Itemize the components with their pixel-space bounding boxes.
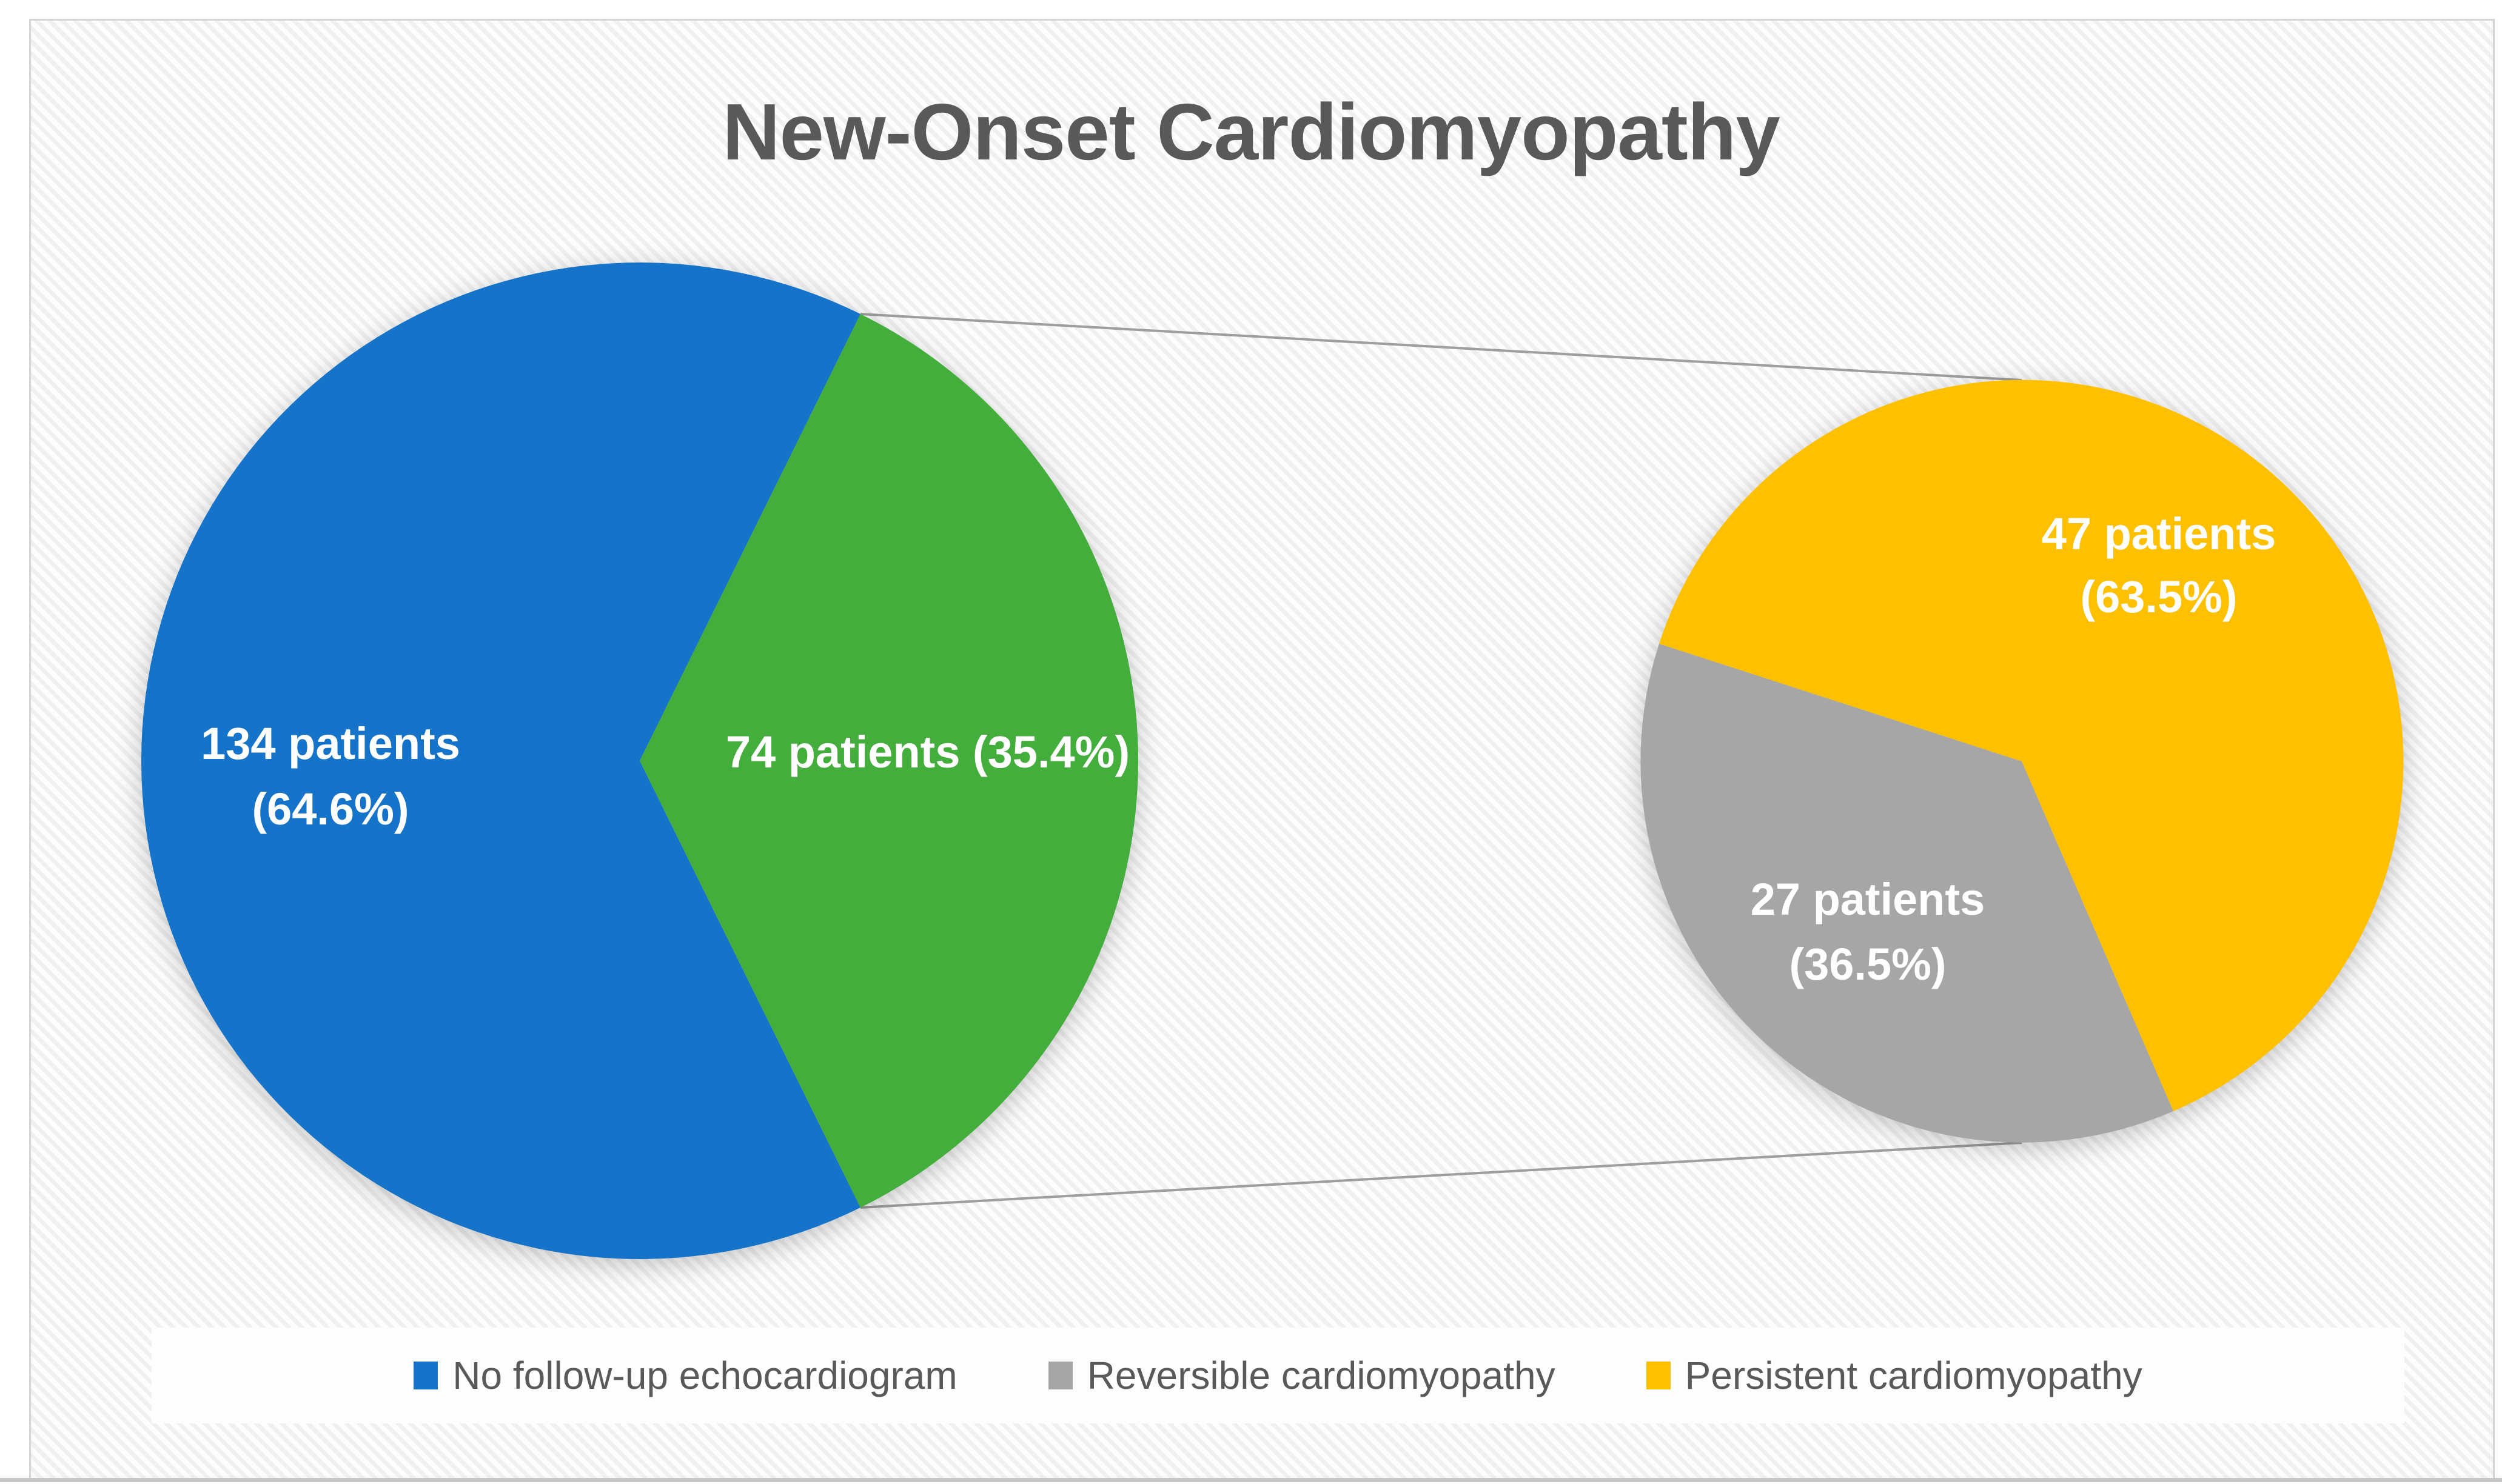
legend: No follow-up echocardiogram Reversible c… <box>152 1328 2404 1423</box>
data-label: (64.6%) <box>252 784 409 834</box>
primary-pie <box>141 262 1138 1259</box>
connector-line-top <box>860 313 2022 381</box>
legend-item-reversible: Reversible cardiomyopathy <box>1048 1353 1555 1398</box>
legend-item-label: Persistent cardiomyopathy <box>1685 1354 2142 1397</box>
data-label: 47 patients <box>2042 509 2276 559</box>
legend-item-no-followup: No follow-up echocardiogram <box>414 1353 958 1398</box>
legend-item-persistent: Persistent cardiomyopathy <box>1646 1353 2142 1398</box>
data-label: 27 patients <box>1751 874 1985 924</box>
legend-item-label: No follow-up echocardiogram <box>452 1354 958 1397</box>
legend-color-swatch <box>414 1362 438 1389</box>
secondary-slice-persistent <box>1659 379 2404 1112</box>
connector-line-bottom <box>860 1141 2022 1209</box>
data-label: 134 patients <box>201 718 460 769</box>
primary-slice-breakdown <box>640 314 1138 1208</box>
primary-slice-no-followup <box>141 262 860 1259</box>
data-label: (36.5%) <box>1789 939 1946 989</box>
secondary-pie <box>1640 379 2404 1143</box>
data-label: (63.5%) <box>2080 572 2237 622</box>
secondary-slice-reversible <box>1640 644 2173 1143</box>
legend-color-swatch <box>1048 1362 1073 1389</box>
legend-item-label: Reversible cardiomyopathy <box>1087 1354 1555 1397</box>
legend-color-swatch <box>1646 1362 1671 1389</box>
chart-title: New-Onset Cardiomyopathy <box>722 87 1780 176</box>
data-label: 74 patients (35.4%) <box>726 727 1130 777</box>
bottom-divider-line <box>0 1478 2502 1482</box>
